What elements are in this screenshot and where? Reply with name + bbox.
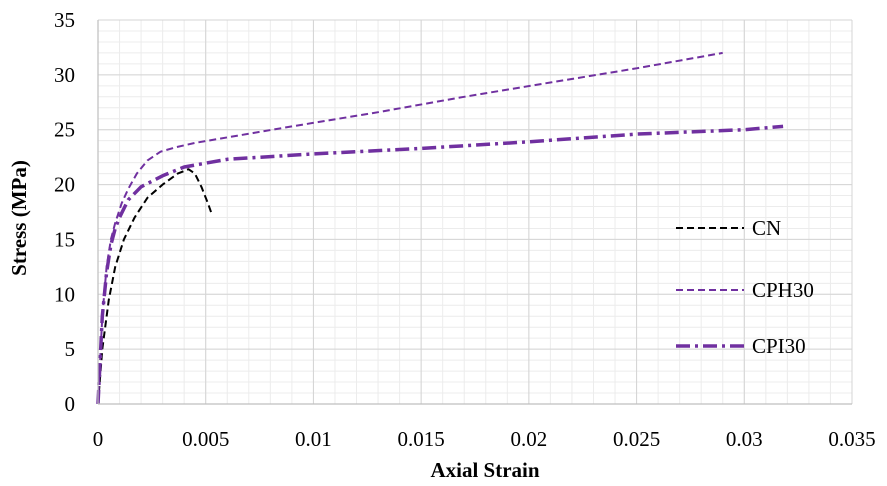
tick-labels: 0 0.005 0.01 0.015 0.02 0.025 0.03 0.035 0 5 10 15 2…	[54, 8, 876, 451]
y-tick-label: 15	[54, 227, 75, 251]
x-tick-label: 0	[93, 427, 104, 451]
y-tick-label: 35	[54, 8, 75, 32]
legend: CN CPH30 CPI30	[676, 216, 814, 358]
x-tick-label: 0.005	[182, 427, 229, 451]
series-line-cn	[97, 168, 214, 405]
y-tick-label: 0	[65, 392, 76, 416]
grid-lines	[97, 19, 853, 405]
series-line-cpi30	[96, 124, 784, 405]
axes	[97, 20, 852, 405]
x-tick-label: 0.025	[613, 427, 660, 451]
x-tick-label: 0.02	[510, 427, 547, 451]
y-tick-label: 20	[54, 173, 75, 197]
legend-label-cph30: CPH30	[752, 278, 814, 302]
x-tick-label: 0.015	[398, 427, 445, 451]
series-lines	[96, 51, 784, 405]
x-axis-title: Axial Strain	[430, 458, 539, 482]
y-tick-label: 10	[54, 282, 75, 306]
x-tick-label: 0.01	[295, 427, 332, 451]
y-tick-label: 30	[54, 63, 75, 87]
y-tick-label: 5	[65, 337, 76, 361]
y-tick-label: 25	[54, 118, 75, 142]
legend-label-cpi30: CPI30	[752, 334, 806, 358]
y-axis-title: Stress (MPa)	[7, 160, 31, 276]
legend-label-cn: CN	[752, 216, 781, 240]
x-tick-label: 0.035	[828, 427, 875, 451]
x-tick-label: 0.03	[726, 427, 763, 451]
